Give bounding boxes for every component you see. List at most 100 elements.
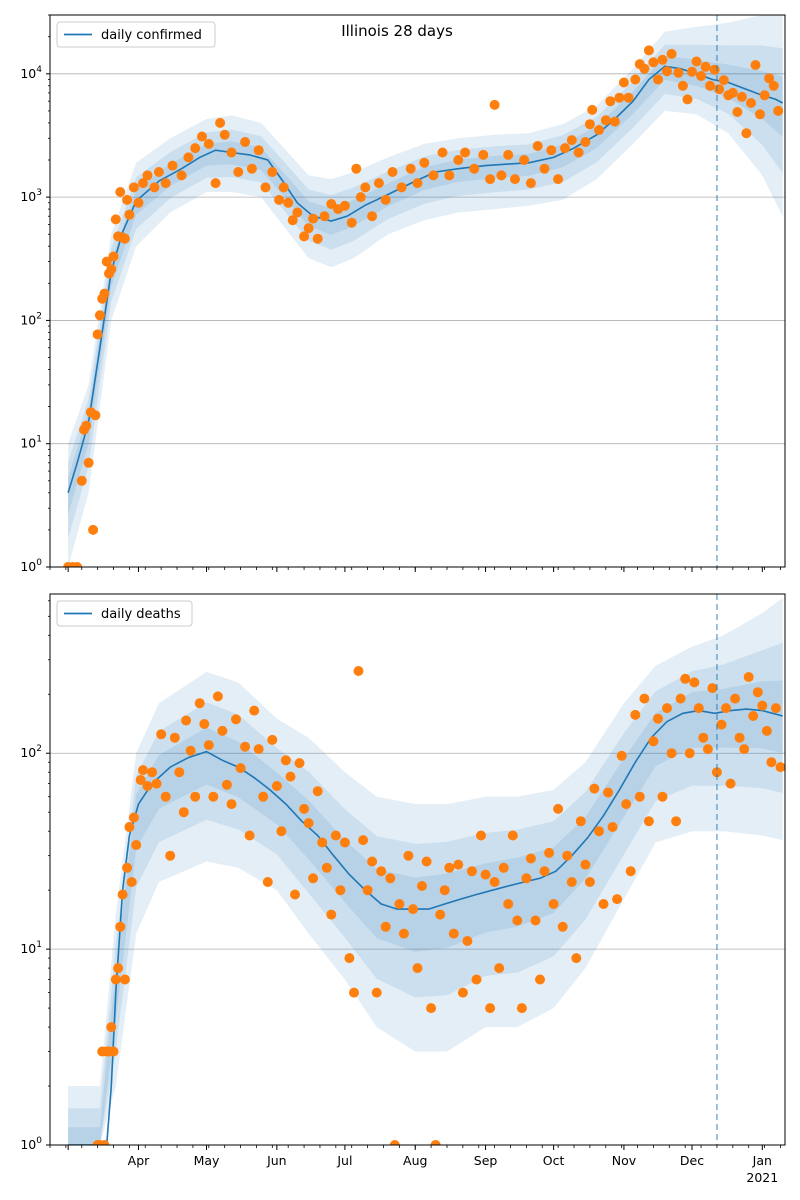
data-point [616, 750, 627, 761]
y-tick-label-exponent: 3 [36, 188, 42, 198]
data-point [566, 877, 577, 887]
data-point [623, 92, 634, 103]
data-point [630, 74, 641, 85]
data-point [108, 1046, 119, 1057]
data-point [666, 748, 677, 759]
data-point [389, 1140, 400, 1145]
data-point [119, 974, 130, 985]
data-point [349, 987, 359, 998]
y-tick-label-base: 10 [20, 312, 36, 327]
data-point [548, 899, 559, 909]
axes-frame [49, 14, 786, 568]
data-point [417, 881, 427, 891]
plot-area [63, 15, 784, 567]
data-point [240, 137, 251, 147]
data-point [210, 178, 221, 189]
data-point [748, 711, 759, 721]
x-tick-label: Aug [403, 1153, 427, 1168]
data-point [580, 137, 591, 147]
data-point [448, 928, 459, 939]
data-point [240, 741, 251, 752]
data-point [594, 826, 604, 837]
y-tick-label-base: 10 [20, 1137, 36, 1152]
y-tick-label-base: 10 [20, 189, 36, 204]
uncertainty-band [68, 680, 783, 1145]
y-tick-label-exponent: 2 [36, 311, 42, 321]
data-point [249, 705, 260, 716]
legend-label: daily confirmed [101, 28, 202, 43]
data-point [496, 170, 507, 181]
data-point [525, 853, 536, 864]
data-point [110, 974, 121, 985]
data-point [460, 147, 471, 158]
data-point [181, 715, 192, 726]
data-point [750, 60, 761, 70]
data-point [575, 816, 586, 827]
data-point [153, 167, 164, 177]
data-point [115, 187, 126, 197]
data-point [174, 767, 185, 778]
data-point [689, 677, 700, 688]
y-tick-label-base: 10 [20, 941, 36, 956]
data-point [326, 199, 337, 209]
data-point [584, 119, 595, 130]
data-point [648, 57, 659, 68]
data-point [106, 264, 117, 275]
data-point [516, 1003, 527, 1014]
data-point [142, 170, 153, 181]
uncertainty-band [68, 598, 783, 1145]
data-point [607, 822, 618, 832]
data-point [183, 152, 194, 163]
axes-frame [49, 593, 786, 1146]
data-point [730, 693, 741, 704]
data-point [319, 211, 330, 222]
data-point [203, 740, 214, 751]
y-tick-label: 102 [20, 744, 42, 760]
data-point [594, 125, 604, 135]
data-point [351, 163, 362, 174]
data-point [453, 155, 464, 165]
data-point [718, 75, 729, 86]
data-point [197, 131, 207, 142]
data-point [662, 703, 672, 714]
data-point [106, 1022, 117, 1033]
data-point [219, 129, 230, 140]
data-point [217, 725, 228, 736]
data-point [226, 799, 237, 810]
data-point [707, 683, 718, 694]
data-point [444, 170, 455, 181]
data-point [376, 866, 387, 877]
data-point [292, 207, 303, 218]
data-point [510, 174, 520, 185]
data-point [72, 562, 83, 567]
data-point [178, 807, 189, 818]
data-point [539, 163, 550, 174]
legend-box [56, 21, 216, 48]
data-point [290, 889, 300, 900]
data-point [485, 174, 496, 185]
data-point [437, 147, 448, 158]
data-point [605, 96, 616, 107]
data-point [618, 77, 629, 88]
data-point [355, 192, 366, 203]
data-point [714, 84, 725, 95]
data-point [557, 921, 568, 932]
data-point [489, 99, 500, 110]
data-point [677, 80, 688, 91]
data-point [625, 866, 636, 877]
data-point [609, 116, 620, 127]
data-point [503, 149, 514, 160]
data-point [691, 56, 702, 67]
data-point [476, 830, 486, 841]
data-point [519, 155, 530, 165]
data-point [190, 791, 201, 802]
data-point [226, 147, 237, 158]
data-point [494, 963, 505, 974]
data-point [231, 714, 241, 725]
data-point [83, 457, 94, 468]
y-tick-label: 102 [20, 311, 42, 327]
data-point [235, 763, 246, 774]
data-point [92, 329, 103, 340]
data-point [553, 174, 564, 185]
